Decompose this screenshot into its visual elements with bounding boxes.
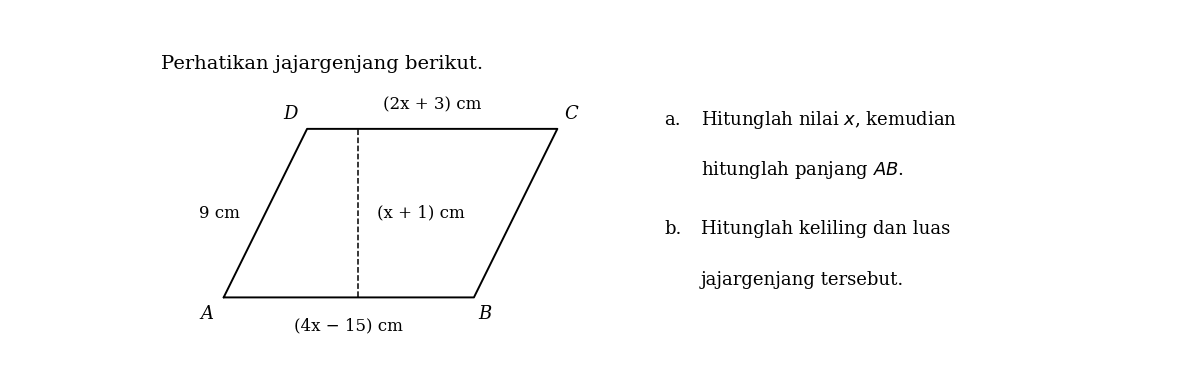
Text: D: D xyxy=(283,105,298,123)
Text: jajargenjang tersebut.: jajargenjang tersebut. xyxy=(701,271,904,289)
Text: A: A xyxy=(201,305,213,323)
Text: 9 cm: 9 cm xyxy=(200,205,240,222)
Text: C: C xyxy=(565,105,578,123)
Text: (2x + 3) cm: (2x + 3) cm xyxy=(383,97,482,114)
Text: hitunglah panjang $AB$.: hitunglah panjang $AB$. xyxy=(701,159,904,181)
Text: Hitunglah nilai $x$, kemudian: Hitunglah nilai $x$, kemudian xyxy=(701,109,957,131)
Text: Perhatikan jajargenjang berikut.: Perhatikan jajargenjang berikut. xyxy=(160,55,483,73)
Text: (4x − 15) cm: (4x − 15) cm xyxy=(294,317,403,334)
Text: Hitunglah keliling dan luas: Hitunglah keliling dan luas xyxy=(701,220,951,238)
Text: (x + 1) cm: (x + 1) cm xyxy=(377,205,464,222)
Text: a.: a. xyxy=(664,111,681,129)
Text: b.: b. xyxy=(664,220,682,238)
Text: B: B xyxy=(478,305,492,323)
